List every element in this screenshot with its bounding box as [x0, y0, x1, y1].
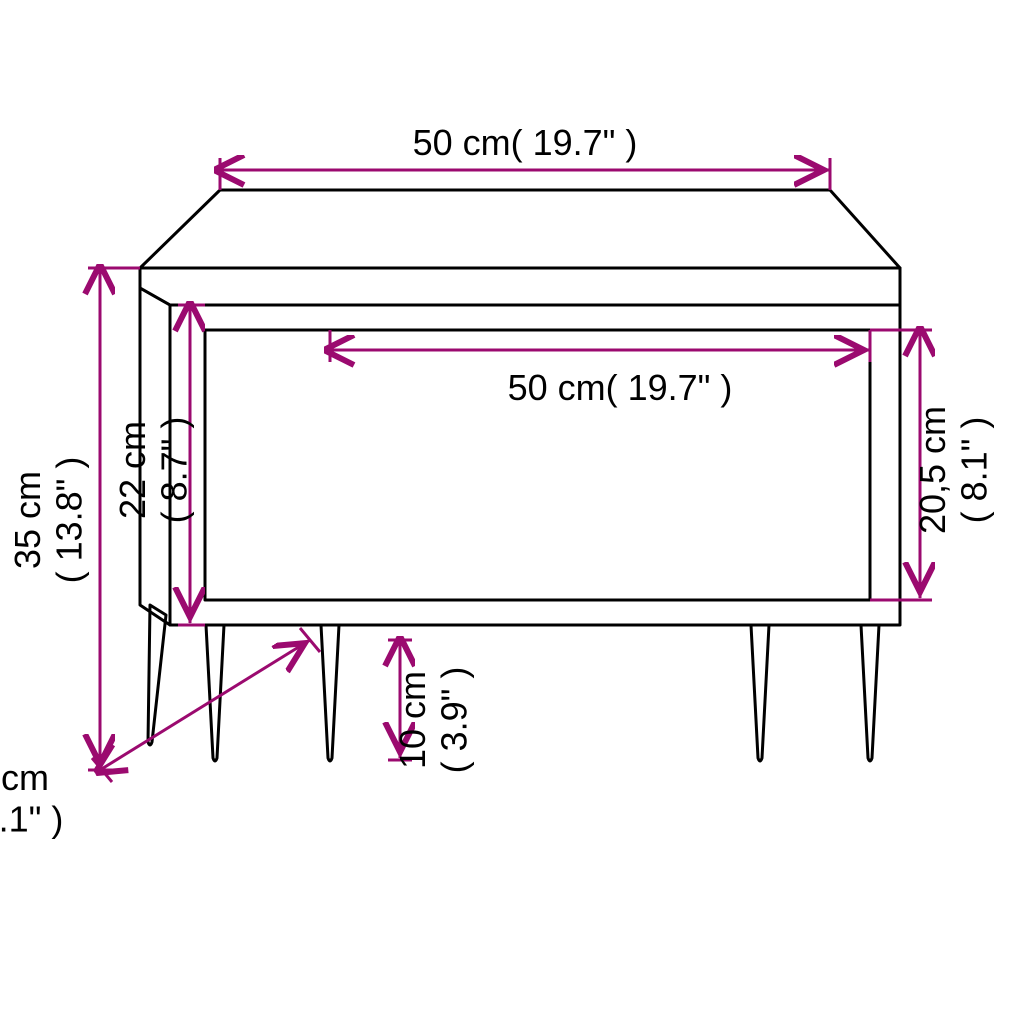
- dimensions: [88, 158, 932, 782]
- label-body-height: 22 cm( 8.7" ): [112, 417, 194, 524]
- label-front-height: 20,5 cm( 8.1" ): [912, 406, 994, 534]
- dim-front-width: [330, 330, 870, 362]
- label-leg-height: 10 cm( 3.9" ): [392, 667, 474, 774]
- label-front-width: 50 cm( 19.7" ): [508, 367, 733, 408]
- label-depth: 46 cm( 18.1" ): [0, 757, 63, 839]
- legs: [148, 605, 879, 761]
- dimension-diagram: 50 cm( 19.7" ) 50 cm( 19.7" ) 46 cm( 18.…: [0, 0, 1024, 1024]
- label-top-width: 50 cm( 19.7" ): [413, 122, 638, 163]
- label-total-height: 35 cm( 13.8" ): [7, 457, 89, 584]
